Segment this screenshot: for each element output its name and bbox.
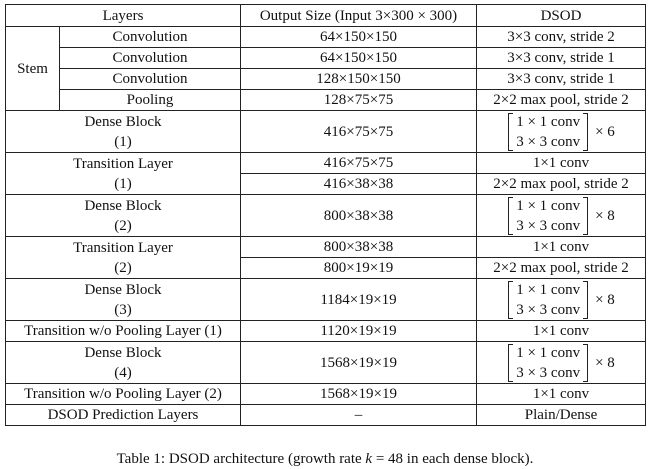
layer-cell: Transition w/o Pooling Layer (1) [5, 320, 241, 342]
size-cell: 800×38×38 [240, 194, 477, 237]
dsod-cell: 2×2 max pool, stride 2 [476, 257, 646, 279]
block-name: Dense Block [84, 281, 162, 298]
transition-2-label: Transition Layer (2) [5, 236, 241, 279]
dsod-cell: 1×1 conv [476, 236, 646, 258]
bracket-matrix: 1 × 1 conv 3 × 3 conv [507, 343, 589, 383]
dsod-cell: 2×2 max pool, stride 2 [476, 173, 646, 195]
size-cell: 416×75×75 [240, 110, 477, 153]
table-row: Dense Block (4) 1568×19×19 1 × 1 conv 3 … [5, 341, 646, 384]
table-row: Pooling 128×75×75 2×2 max pool, stride 2 [6, 89, 646, 111]
stem-label: Stem [5, 26, 60, 111]
dense-block-2-dsod: 1 × 1 conv 3 × 3 conv × 8 [476, 194, 646, 237]
block-index: (3) [114, 301, 132, 318]
caption-variable: k [365, 451, 373, 467]
size-cell: 1184×19×19 [240, 278, 477, 321]
block-index: (1) [114, 175, 132, 192]
dsod-cell: 2×2 max pool, stride 2 [476, 89, 646, 111]
header-layers: Layers [5, 4, 241, 27]
size-cell: 1568×19×19 [240, 383, 477, 405]
table-row: DSOD Prediction Layers – Plain/Dense [5, 404, 646, 426]
dsod-cell: Plain/Dense [476, 404, 646, 426]
size-cell: – [240, 404, 477, 426]
repeat-count: × 8 [595, 354, 615, 371]
block-name: Transition Layer [73, 239, 173, 256]
table-caption: Table 1: DSOD architecture (growth rate … [0, 450, 650, 468]
size-cell: 416×75×75 [240, 152, 477, 174]
matrix-row: 3 × 3 conv [516, 364, 581, 381]
block-index: (1) [114, 133, 132, 150]
table-row: Stem Convolution 64×150×150 3×3 conv, st… [5, 26, 646, 111]
dense-block-3-label: Dense Block (3) [5, 278, 241, 321]
dense-block-1-dsod: 1 × 1 conv 3 × 3 conv × 6 [476, 110, 646, 153]
size-cell: 416×38×38 [240, 173, 477, 195]
dsod-cell: 3×3 conv, stride 1 [476, 68, 646, 90]
dsod-cell: 1×1 conv [476, 320, 646, 342]
size-cell: 1120×19×19 [240, 320, 477, 342]
repeat-count: × 8 [595, 291, 615, 308]
caption-suffix: = 48 in each dense block). [372, 451, 534, 467]
table-row: Transition w/o Pooling Layer (2) 1568×19… [5, 383, 646, 405]
size-cell: 64×150×150 [240, 47, 477, 69]
table-row: Transition w/o Pooling Layer (1) 1120×19… [5, 320, 646, 342]
block-name: Dense Block [84, 197, 162, 214]
matrix-row: 1 × 1 conv [516, 113, 581, 130]
size-cell: 128×150×150 [240, 68, 477, 90]
table-row: Convolution 64×150×150 3×3 conv, stride … [6, 47, 646, 69]
size-cell: 64×150×150 [240, 26, 477, 48]
table-row: Transition Layer (1) 416×75×75 1×1 conv [5, 152, 646, 195]
dsod-cell: 3×3 conv, stride 1 [476, 47, 646, 69]
dense-block-3-dsod: 1 × 1 conv 3 × 3 conv × 8 [476, 278, 646, 321]
architecture-table-container: Layers Output Size (Input 3×300 × 300) D… [5, 4, 646, 426]
dense-block-4-label: Dense Block (4) [5, 341, 241, 384]
header-output-size: Output Size (Input 3×300 × 300) [240, 4, 477, 27]
table-row: Dense Block (1) 416×75×75 1 × 1 conv 3 ×… [5, 110, 646, 153]
table-row: Convolution 128×150×150 3×3 conv, stride… [6, 68, 646, 90]
table-row: Transition Layer (2) 800×38×38 1×1 conv [5, 236, 646, 279]
table-row: Dense Block (3) 1184×19×19 1 × 1 conv 3 … [5, 278, 646, 321]
matrix-row: 3 × 3 conv [516, 133, 581, 150]
header-row: Layers Output Size (Input 3×300 × 300) D… [5, 4, 646, 27]
matrix-row: 1 × 1 conv [516, 344, 581, 361]
matrix-row: 1 × 1 conv [516, 281, 581, 298]
block-name: Dense Block [84, 344, 162, 361]
dsod-cell: 1×1 conv [476, 152, 646, 174]
caption-prefix: Table 1: DSOD architecture (growth rate [116, 451, 366, 467]
layer-cell: Transition w/o Pooling Layer (2) [5, 383, 241, 405]
block-name: Transition Layer [73, 155, 173, 172]
size-cell: 128×75×75 [240, 89, 477, 111]
block-index: (2) [114, 217, 132, 234]
bracket-matrix: 1 × 1 conv 3 × 3 conv [507, 196, 589, 236]
dense-block-4-dsod: 1 × 1 conv 3 × 3 conv × 8 [476, 341, 646, 384]
architecture-table: Layers Output Size (Input 3×300 × 300) D… [5, 4, 646, 426]
size-cell: 800×19×19 [240, 257, 477, 279]
bracket-matrix: 1 × 1 conv 3 × 3 conv [507, 112, 589, 152]
repeat-count: × 8 [595, 207, 615, 224]
size-cell: 800×38×38 [240, 236, 477, 258]
block-name: Dense Block [84, 113, 162, 130]
matrix-row: 3 × 3 conv [516, 301, 581, 318]
matrix-row: 3 × 3 conv [516, 217, 581, 234]
dense-block-2-label: Dense Block (2) [5, 194, 241, 237]
matrix-row: 1 × 1 conv [516, 197, 581, 214]
layer-cell: DSOD Prediction Layers [5, 404, 241, 426]
dense-block-1-label: Dense Block (1) [5, 110, 241, 153]
header-dsod: DSOD [476, 4, 646, 27]
layer-cell: Convolution [59, 26, 241, 48]
table-row: Dense Block (2) 800×38×38 1 × 1 conv 3 ×… [5, 194, 646, 237]
bracket-matrix: 1 × 1 conv 3 × 3 conv [507, 280, 589, 320]
transition-1-label: Transition Layer (1) [5, 152, 241, 195]
dsod-cell: 1×1 conv [476, 383, 646, 405]
block-index: (2) [114, 259, 132, 276]
dsod-cell: 3×3 conv, stride 2 [476, 26, 646, 48]
repeat-count: × 6 [595, 123, 615, 140]
block-index: (4) [114, 364, 132, 381]
layer-cell: Convolution [59, 68, 241, 90]
size-cell: 1568×19×19 [240, 341, 477, 384]
layer-cell: Pooling [59, 89, 241, 111]
layer-cell: Convolution [59, 47, 241, 69]
